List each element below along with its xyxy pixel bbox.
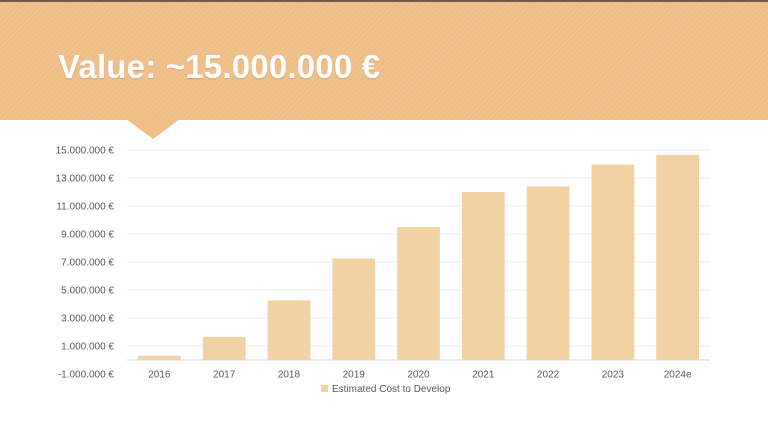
bar-2020 <box>397 227 440 360</box>
y-tick-label: 11.000.000 € <box>56 202 114 213</box>
legend-swatch <box>321 385 328 392</box>
y-axis-labels: 15.000.000 € 13.000.000 € 11.000.000 € 9.00… <box>56 146 115 381</box>
y-tick-label: 3.000.000 € <box>61 314 114 325</box>
x-axis-labels: 2016 2017 2018 2019 2020 2021 2022 2023 2024e <box>148 370 692 381</box>
header-notch <box>126 119 180 139</box>
x-tick-label: 2018 <box>278 370 301 381</box>
header-band <box>0 2 768 120</box>
legend: Estimated Cost to Develop <box>321 384 451 395</box>
y-tick-label: 1.000.000 € <box>61 342 114 353</box>
bar-2023 <box>591 164 635 360</box>
x-tick-label: 2021 <box>472 370 495 381</box>
bar-2016 <box>138 355 181 360</box>
slide-title: Value: ~15.000.000 € <box>58 48 381 85</box>
x-tick-label: 2023 <box>602 370 625 381</box>
bar-2022 <box>526 186 570 360</box>
chart-area: 15.000.000 € 13.000.000 € 11.000.000 € 9.00… <box>0 130 768 420</box>
legend-label: Estimated Cost to Develop <box>332 384 451 395</box>
x-tick-label: 2019 <box>343 370 366 381</box>
x-tick-label: 2016 <box>148 370 171 381</box>
bar-2019 <box>332 258 376 360</box>
bar-chart: 15.000.000 € 13.000.000 € 11.000.000 € 9.00… <box>56 146 710 395</box>
bar-2018 <box>267 300 311 360</box>
y-tick-label: 13.000.000 € <box>56 174 115 185</box>
x-tick-label: 2024e <box>664 370 692 381</box>
bar-layer <box>138 154 699 360</box>
x-tick-label: 2017 <box>213 370 236 381</box>
x-tick-label: 2022 <box>537 370 560 381</box>
top-rule <box>0 0 768 2</box>
bar-2017 <box>202 336 246 360</box>
bar-2024e <box>656 154 699 360</box>
y-tick-label: 9.000.000 € <box>61 230 114 241</box>
bar-2021 <box>461 192 505 360</box>
y-tick-label: -1.000.000 € <box>58 370 115 381</box>
y-tick-label: 5.000.000 € <box>61 286 114 297</box>
x-tick-label: 2020 <box>407 370 430 381</box>
y-tick-label: 7.000.000 € <box>61 258 114 269</box>
y-tick-label: 15.000.000 € <box>56 146 115 157</box>
